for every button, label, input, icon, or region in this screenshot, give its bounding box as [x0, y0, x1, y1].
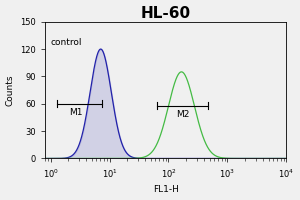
X-axis label: FL1-H: FL1-H	[153, 185, 178, 194]
Text: M2: M2	[176, 110, 190, 119]
Title: HL-60: HL-60	[141, 6, 191, 21]
Text: M1: M1	[69, 108, 82, 117]
Text: control: control	[51, 38, 82, 47]
Y-axis label: Counts: Counts	[6, 74, 15, 106]
